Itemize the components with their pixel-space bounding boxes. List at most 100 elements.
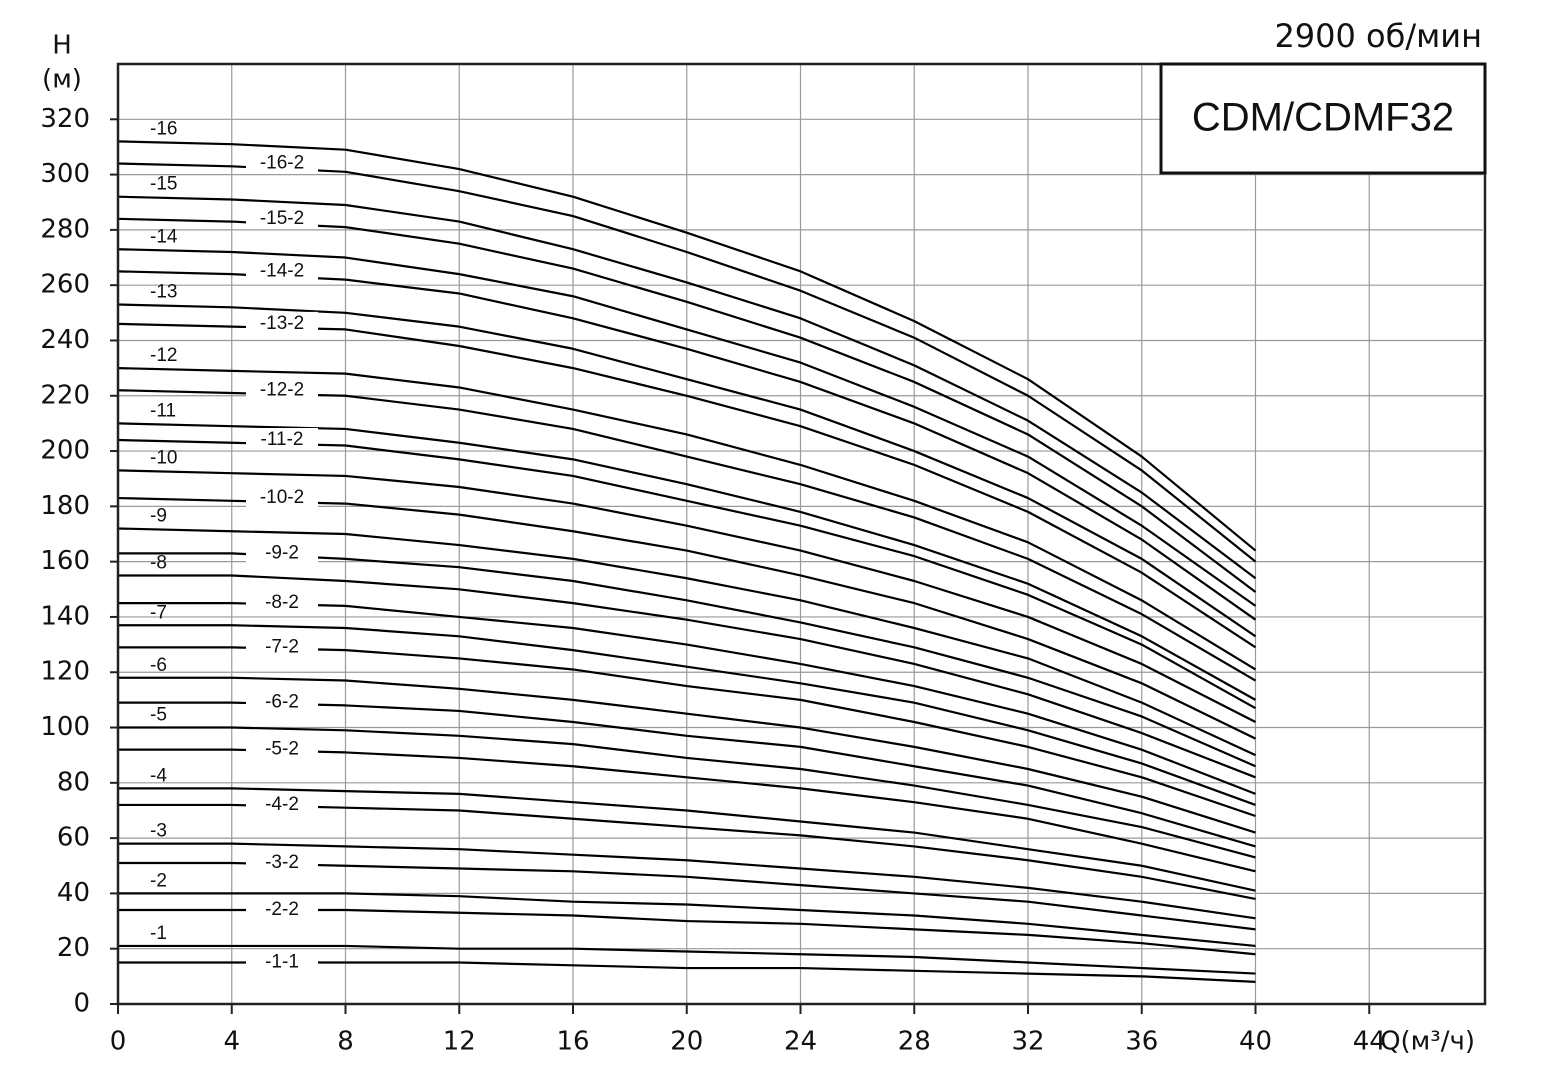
series-label: -12-2 — [260, 379, 304, 400]
series-label: -3-2 — [265, 852, 299, 873]
pump-curve — [118, 726, 1256, 859]
series-label-bg — [246, 428, 318, 450]
series-label-bg — [246, 151, 318, 174]
series-label: -14 — [150, 226, 178, 247]
series-label: -15 — [150, 174, 177, 195]
series-label: -1-1 — [265, 952, 299, 973]
series-label: -6-2 — [265, 692, 299, 713]
series-label: -4-2 — [265, 794, 299, 815]
pump-curve — [117, 195, 1257, 580]
x-tick-label: 40 — [1239, 1027, 1272, 1057]
series-label: -12 — [150, 345, 177, 366]
x-tick-label: 36 — [1125, 1027, 1158, 1057]
y-tick-label: 160 — [40, 546, 90, 576]
series-label: -7 — [150, 602, 167, 623]
series-label: -10 — [150, 447, 177, 468]
pump-curve — [118, 892, 1256, 948]
y-tick-label: 100 — [40, 712, 90, 742]
series-label: -1 — [150, 923, 167, 944]
x-tick-label: 44 — [1353, 1027, 1386, 1057]
pump-curve — [117, 469, 1257, 723]
pump-curve — [117, 140, 1257, 552]
x-tick-label: 32 — [1011, 1027, 1044, 1057]
x-tick-label: 4 — [223, 1027, 240, 1057]
x-tick-label: 16 — [556, 1027, 589, 1057]
series-label: -13-2 — [260, 313, 304, 334]
pump-curve — [118, 574, 1256, 779]
series-label-bg — [246, 378, 318, 401]
series-label: -4 — [150, 765, 167, 786]
x-axis-label: Q(м³/ч) — [1380, 1027, 1475, 1057]
y-tick-label: 40 — [57, 878, 90, 908]
y-tick-label: 0 — [73, 989, 90, 1019]
series-label-bg — [246, 635, 318, 658]
series-label: -6 — [150, 655, 167, 676]
plot-frame — [116, 62, 1487, 1006]
series-label-bg — [246, 206, 318, 229]
y-tick-label: 180 — [40, 491, 90, 521]
pump-curve — [117, 527, 1256, 757]
series-label-bg — [246, 486, 318, 509]
pump-curve — [118, 787, 1256, 892]
series-label-bg — [246, 898, 318, 920]
x-tick-label: 12 — [443, 1027, 476, 1057]
x-tick-label: 0 — [110, 1027, 127, 1057]
series-label: -10-2 — [260, 487, 304, 508]
series-label: -15-2 — [260, 208, 304, 229]
series-label-bg — [246, 690, 318, 713]
series-label: -8 — [150, 552, 167, 573]
y-tick-label: 260 — [40, 270, 90, 300]
series-label: -13 — [150, 282, 177, 303]
pump-curve — [117, 367, 1257, 671]
series-label-bg — [246, 950, 318, 973]
series-label-bg — [246, 591, 318, 614]
series-label: -5 — [150, 705, 167, 726]
series-label: -9 — [150, 505, 167, 526]
series-label-bg — [246, 311, 318, 334]
series-label-bg — [246, 259, 318, 282]
y-tick-label: 240 — [40, 325, 90, 355]
series-label-bg — [246, 737, 318, 760]
pump-curve — [118, 676, 1256, 834]
y-tick-label: 80 — [57, 767, 90, 797]
y-axis-label: (м) — [42, 65, 82, 95]
series-label: -14-2 — [260, 260, 304, 281]
y-tick-label: 60 — [57, 823, 90, 853]
pump-curve — [118, 842, 1256, 920]
pump-curve — [118, 624, 1256, 806]
series-label: -16-2 — [260, 153, 304, 174]
x-tick-label: 24 — [784, 1027, 817, 1057]
y-tick-label: 200 — [40, 436, 90, 466]
y-tick-label: 280 — [40, 214, 90, 244]
y-tick-label: 320 — [40, 104, 90, 134]
series-label: -16 — [150, 118, 177, 139]
y-tick-label: 140 — [40, 601, 90, 631]
x-tick-label: 8 — [337, 1027, 354, 1057]
pump-curve — [118, 944, 1256, 975]
series-label-bg — [246, 792, 318, 815]
pump-curve — [117, 303, 1257, 638]
series-label: -8-2 — [265, 592, 299, 613]
series-label: -2-2 — [265, 899, 299, 920]
series-label-bg — [246, 851, 318, 873]
title-box — [1159, 62, 1487, 175]
y-tick-label: 20 — [57, 933, 90, 963]
series-label: -5-2 — [265, 739, 299, 760]
x-tick-label: 28 — [898, 1027, 931, 1057]
pump-curve — [117, 248, 1257, 607]
y-tick-label: 120 — [40, 657, 90, 687]
chart-title: CDM/CDMF32 — [1192, 96, 1454, 140]
series-label: -11-2 — [261, 429, 304, 450]
series-label: -11 — [150, 400, 176, 421]
series-label: -7-2 — [265, 636, 299, 657]
chart-subtitle: 2900 об/мин — [1274, 17, 1482, 55]
series-label: -9-2 — [265, 542, 299, 563]
y-axis-label: H — [52, 31, 72, 61]
series-label-bg — [246, 541, 318, 564]
y-tick-label: 300 — [40, 159, 90, 189]
series-label: -2 — [150, 870, 167, 891]
series-label: -3 — [150, 821, 167, 842]
x-tick-label: 20 — [670, 1027, 703, 1057]
